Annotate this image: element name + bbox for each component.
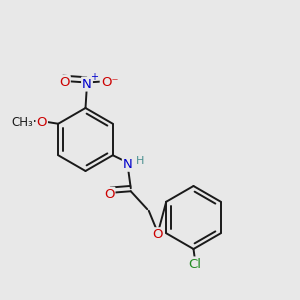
Text: O: O (152, 228, 163, 241)
Text: O: O (37, 116, 47, 129)
Text: O⁻: O⁻ (101, 76, 118, 89)
Text: N: N (82, 77, 92, 91)
Text: CH₃: CH₃ (11, 116, 33, 129)
Text: +: + (90, 72, 98, 82)
Text: O: O (104, 188, 114, 201)
Text: Cl: Cl (188, 257, 202, 271)
Text: H: H (136, 156, 144, 166)
Text: O: O (59, 76, 70, 89)
Text: N: N (123, 158, 133, 171)
